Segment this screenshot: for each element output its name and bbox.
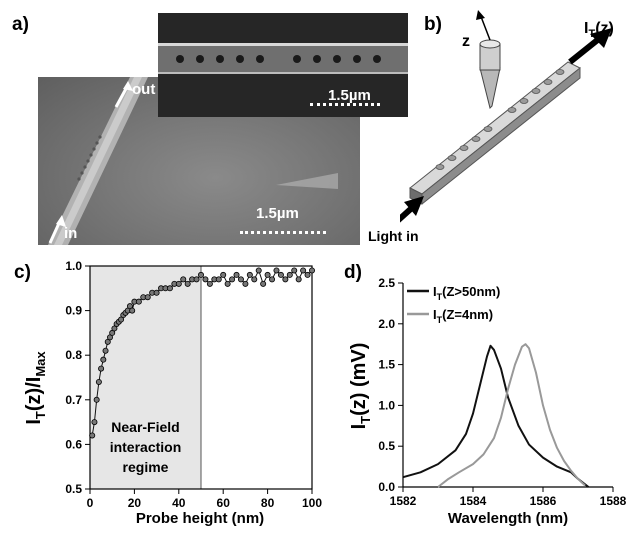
data-point xyxy=(242,280,249,287)
probe-schematic xyxy=(400,10,612,223)
panel-c-label: c) xyxy=(14,262,31,283)
y-tick-label: 1.5 xyxy=(378,358,395,372)
chart-d-ylabel: IT(z) (mV) xyxy=(348,343,373,430)
y-tick-label: 0.5 xyxy=(378,439,395,453)
chart-c-ylabel: IT(z)/IMax xyxy=(23,351,48,425)
y-tick-label: 0.0 xyxy=(378,480,395,494)
y-tick-label: 2.0 xyxy=(378,317,395,331)
data-point xyxy=(144,294,151,301)
data-point xyxy=(184,280,191,287)
x-tick-label: 1586 xyxy=(530,494,557,508)
scale-label-top: 1.5µm xyxy=(328,87,371,104)
scale-bar-bottom xyxy=(240,231,326,234)
data-point xyxy=(180,276,187,283)
y-tick-label: 0.7 xyxy=(65,393,82,407)
z-axis-label: z xyxy=(462,33,470,50)
legend-label: IT(Z=4nm) xyxy=(433,307,493,325)
data-point xyxy=(291,267,298,274)
data-point xyxy=(166,285,173,292)
data-point xyxy=(197,271,204,278)
data-point xyxy=(193,276,200,283)
chart-c-probe-height: Near-Field interaction regime 0 20 40 60 80 100… xyxy=(23,259,322,527)
data-point xyxy=(233,271,240,278)
chart-c-frame xyxy=(89,265,313,490)
data-point xyxy=(251,276,258,283)
chart-c-xlabel: Probe height (nm) xyxy=(136,510,264,527)
chart-d-wavelength: 1582 1584 1586 1588 0.0 0.5 1.0 1.5 2.0 2.5 IT(Z>… xyxy=(348,276,627,527)
data-point xyxy=(206,280,213,287)
x-tick-label: 1582 xyxy=(390,494,417,508)
waveguide-beam xyxy=(48,77,338,245)
data-point xyxy=(98,365,105,372)
photonic-crystal-holes xyxy=(176,55,381,63)
x-tick-label: 60 xyxy=(217,496,231,510)
data-point xyxy=(89,432,96,439)
data-point xyxy=(300,267,307,274)
y-tick-label: 1.0 xyxy=(65,259,82,273)
data-point xyxy=(286,271,293,278)
near-field-regime-box xyxy=(89,265,202,490)
data-point xyxy=(304,271,311,278)
chart-d-xlabel: Wavelength (nm) xyxy=(448,510,568,527)
x-tick-label: 1588 xyxy=(600,494,627,508)
in-arrow-icon xyxy=(48,215,66,244)
regime-text-line: Near-Field xyxy=(111,419,179,435)
legend-label: IT(Z>50nm) xyxy=(433,284,500,302)
x-tick-label: 20 xyxy=(128,496,142,510)
panel-b-label: b) xyxy=(424,14,442,35)
data-point xyxy=(100,356,107,363)
y-tick-label: 0.9 xyxy=(65,304,82,318)
data-point xyxy=(246,271,253,278)
data-point xyxy=(129,307,136,314)
data-point xyxy=(273,267,280,274)
y-tick-label: 2.5 xyxy=(378,276,395,290)
x-tick-label: 40 xyxy=(172,496,186,510)
y-tick-label: 0.8 xyxy=(65,348,82,362)
y-tick-label: 1.0 xyxy=(378,398,395,412)
data-point xyxy=(260,280,267,287)
scale-label-bottom: 1.5µm xyxy=(256,205,299,222)
data-point xyxy=(295,276,302,283)
data-point xyxy=(93,396,100,403)
data-point xyxy=(153,289,160,296)
light-in-label: Light in xyxy=(368,228,419,244)
data-point xyxy=(229,276,236,283)
data-point xyxy=(91,419,98,426)
series-line-1 xyxy=(402,344,590,488)
data-point xyxy=(255,267,262,274)
x-tick-label: 80 xyxy=(261,496,275,510)
out-label: out xyxy=(132,81,156,98)
data-point xyxy=(135,298,142,305)
regime-text-line: regime xyxy=(123,459,169,475)
out-arrow-icon xyxy=(114,81,133,108)
y-tick-label: 0.6 xyxy=(65,437,82,451)
data-point xyxy=(269,276,276,283)
data-point xyxy=(202,276,209,283)
data-point xyxy=(308,267,315,274)
panel-a-label: a) xyxy=(12,14,29,35)
scale-bar-top xyxy=(310,103,380,106)
data-point xyxy=(277,271,284,278)
data-point xyxy=(215,276,222,283)
x-tick-label: 100 xyxy=(302,496,322,510)
data-point xyxy=(282,276,289,283)
in-label: in xyxy=(64,225,78,242)
x-tick-label: 0 xyxy=(87,496,94,510)
data-point xyxy=(264,271,271,278)
output-intensity-label: IT(z) xyxy=(584,20,614,41)
data-point xyxy=(224,280,231,287)
data-point xyxy=(95,378,102,385)
y-tick-label: 0.5 xyxy=(65,482,82,496)
data-point xyxy=(102,347,109,354)
data-point xyxy=(237,276,244,283)
regime-text-line: interaction xyxy=(110,439,182,455)
series-line-2 xyxy=(437,343,586,488)
sem-image-inset: 1.5µm xyxy=(158,13,408,117)
data-point xyxy=(175,280,182,287)
panel-d-label: d) xyxy=(344,262,362,283)
x-tick-label: 1584 xyxy=(460,494,487,508)
data-point xyxy=(220,271,227,278)
